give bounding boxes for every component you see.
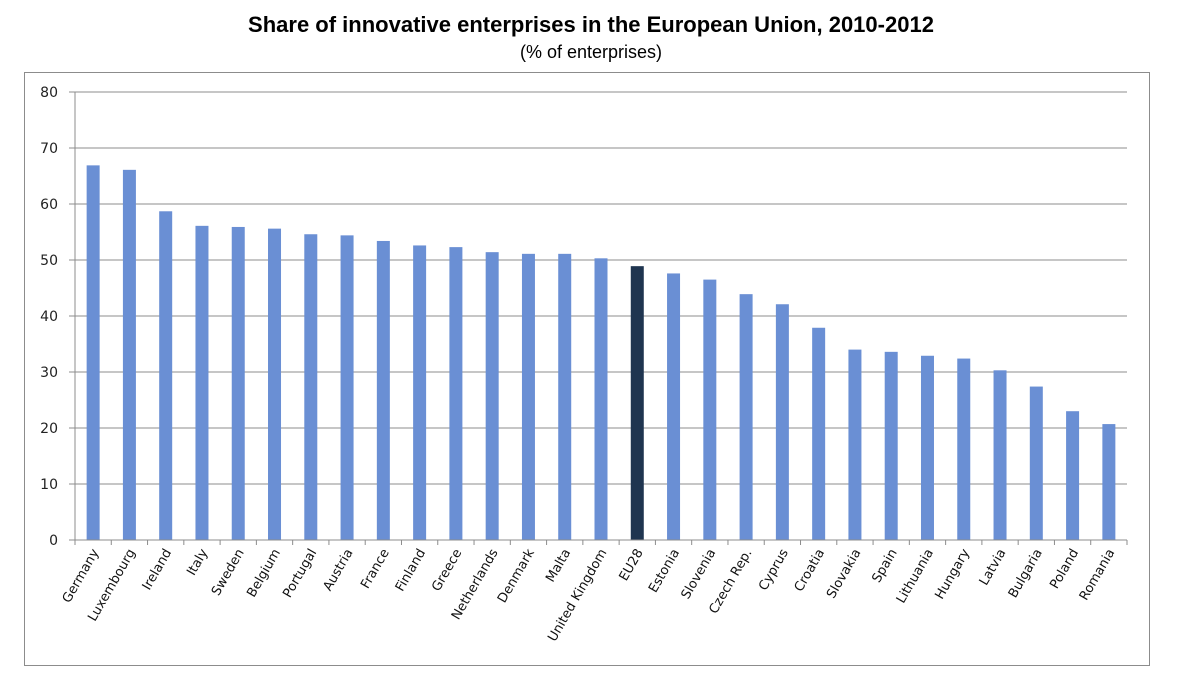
y-axis: 0 10 20 30 40 50 60 70 80 [40,85,76,549]
bar-germany [86,165,100,541]
x-tick-label: EU28 [617,547,647,584]
bar-bulgaria [1029,386,1043,540]
chart-subtitle: (% of enterprises) [519,42,663,62]
bar-belgium [268,228,282,540]
bar-slovenia [703,279,717,540]
x-tick-label: Latvia [977,546,1010,588]
bar-eu28 [630,266,644,540]
bar-croatia [812,327,826,540]
x-tick-label: Poland [1047,547,1082,592]
bar-poland [1066,411,1080,540]
bar-sweden [231,226,245,540]
x-tick-label: Belgium [244,547,284,601]
x-tick-label: Austria [321,547,357,594]
bar-portugal [304,234,318,541]
x-tick-label: Malta [543,547,574,586]
y-tick-label: 70 [40,141,58,157]
x-tick-label: Spain [870,547,901,586]
y-tick-label: 50 [40,253,58,269]
bar-latvia [993,370,1007,540]
x-tick-label: Portugal [280,547,320,601]
y-tick-label: 0 [49,533,58,549]
bar-malta [558,253,572,540]
x-tick-label: Slovakia [824,547,864,602]
bar-greece [449,247,463,540]
bar-cyprus [775,304,789,540]
y-tick-label: 60 [40,197,58,213]
bar-united-kingdom [594,258,608,540]
x-tick-label: Hungary [932,546,973,602]
x-tick-label: Ireland [140,547,175,593]
x-tick-label: Finland [393,547,429,595]
x-tick-label: Lithuania [894,547,937,607]
bar-spain [884,351,898,540]
bar-france [376,240,390,540]
bar-czech-rep- [739,294,753,540]
y-tick-label: 30 [40,365,58,381]
x-tick-label: Cyprus [756,546,792,593]
x-tick-label: Sweden [209,547,248,599]
y-tick-label: 20 [40,421,58,437]
bar-hungary [957,358,971,540]
x-tick-label: Romania [1077,547,1118,604]
y-tick-label: 40 [40,309,58,325]
x-tick-label: Estonia [646,547,683,596]
x-tick-label: France [358,547,393,592]
bar-italy [195,225,209,540]
x-tick-label: Greece [429,547,465,595]
chart-frame [24,72,1150,666]
bars [86,165,1116,541]
y-tick-label: 80 [40,85,58,101]
bar-finland [413,245,427,540]
x-tick-label: Denmark [495,546,538,606]
x-tick-label: Slovenia [679,547,720,602]
bar-denmark [521,253,535,540]
bar-slovakia [848,349,862,540]
x-tick-label: Croatia [792,547,828,595]
bar-romania [1102,424,1116,540]
bar-ireland [159,211,173,540]
x-tick-label: Bulgaria [1006,547,1046,601]
bar-luxembourg [122,169,136,540]
bar-netherlands [485,252,499,540]
chart-title: Share of innovative enterprises in the E… [248,12,934,37]
bar-lithuania [920,355,934,540]
y-tick-label: 10 [40,477,58,493]
bar-estonia [667,273,681,540]
bar-austria [340,235,354,541]
x-tick-label: Italy [184,546,211,578]
